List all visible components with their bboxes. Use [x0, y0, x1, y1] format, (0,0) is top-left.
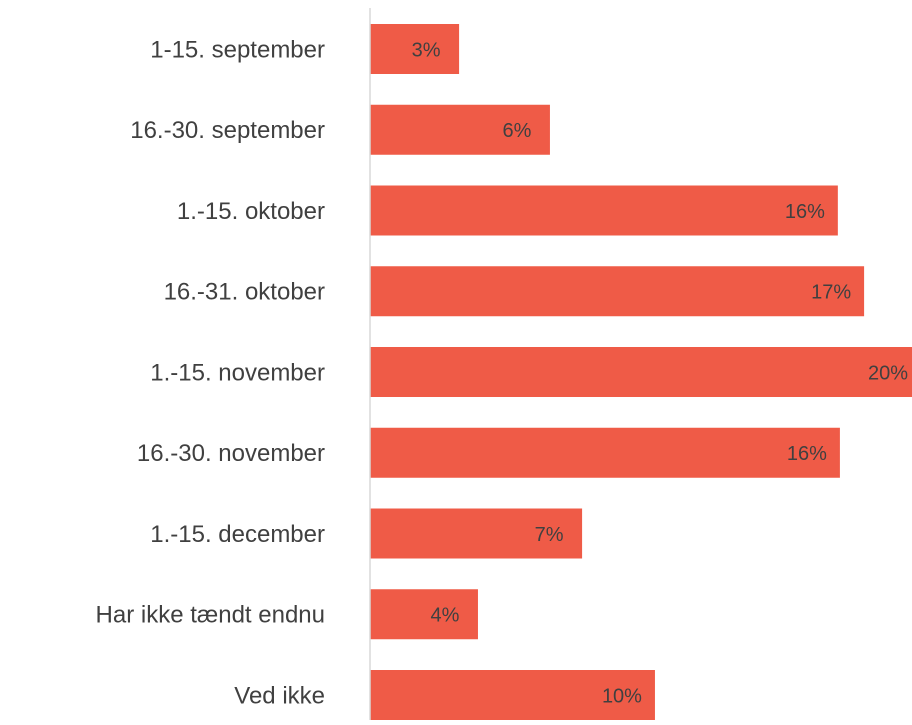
- value-label: 20%: [868, 362, 908, 384]
- value-label: 3%: [412, 39, 441, 61]
- bar: [370, 670, 655, 720]
- bar: [370, 427, 840, 478]
- category-label: Har ikke tændt endnu: [96, 602, 325, 629]
- category-label: 1.-15. december: [150, 521, 325, 548]
- value-label: 7%: [535, 524, 564, 546]
- category-label: 1.-15. oktober: [177, 198, 325, 225]
- value-label: 4%: [431, 605, 460, 627]
- bar: [370, 347, 912, 397]
- bar: [370, 508, 583, 559]
- category-label: 16.-30. november: [137, 440, 325, 467]
- value-label: 17%: [811, 282, 851, 304]
- category-label: 1-15. september: [150, 36, 325, 63]
- value-label: 16%: [787, 443, 827, 465]
- value-label: 10%: [602, 685, 642, 707]
- category-label: 16.-31. oktober: [164, 279, 325, 306]
- category-label: Ved ikke: [234, 682, 325, 709]
- value-label: 6%: [502, 120, 531, 142]
- bar: [370, 589, 478, 640]
- bar: [370, 185, 838, 236]
- category-label: 1.-15. november: [150, 359, 325, 386]
- value-label: 16%: [785, 201, 825, 223]
- bar: [370, 266, 865, 317]
- bar: [370, 24, 460, 74]
- bar: [370, 104, 550, 155]
- category-label: 16.-30. september: [130, 117, 325, 144]
